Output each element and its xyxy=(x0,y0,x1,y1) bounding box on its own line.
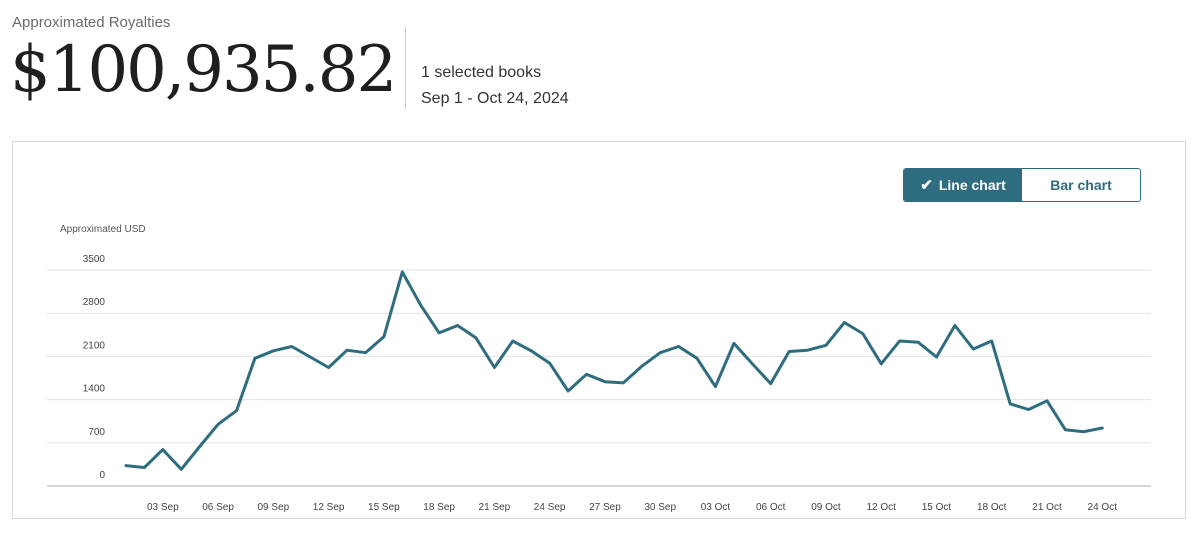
x-tick-label: 30 Sep xyxy=(644,502,676,513)
x-tick-label: 03 Sep xyxy=(147,502,179,513)
x-tick-label: 09 Oct xyxy=(811,502,841,513)
y-tick-label: 1400 xyxy=(83,384,106,395)
x-tick-label: 12 Sep xyxy=(313,502,345,513)
chart-type-toggle: ✔ Line chart Bar chart xyxy=(903,168,1141,202)
x-tick-label: 06 Oct xyxy=(756,502,786,513)
x-tick-label: 15 Sep xyxy=(368,502,400,513)
x-tick-label: 03 Oct xyxy=(701,502,731,513)
royalties-series-line xyxy=(124,270,1104,471)
y-tick-label: 2100 xyxy=(83,340,106,351)
x-tick-label: 24 Sep xyxy=(534,502,566,513)
royalties-line-chart: Approximated USD 0 700 1400 2100 2800 3500 03 S… xyxy=(47,224,1151,513)
check-icon: ✔ xyxy=(920,176,933,194)
x-tick-label: 18 Sep xyxy=(423,502,455,513)
x-tick-label: 15 Oct xyxy=(922,502,952,513)
x-tick-label: 27 Sep xyxy=(589,502,621,513)
royalties-total: $100,935.82 xyxy=(10,33,397,107)
x-tick-label: 12 Oct xyxy=(866,502,896,513)
selected-books-text: 1 selected books xyxy=(421,64,542,81)
x-tick-label: 21 Sep xyxy=(479,502,511,513)
line-chart-label: Line chart xyxy=(938,177,1006,193)
date-range-text: Sep 1 - Oct 24, 2024 xyxy=(421,90,569,107)
summary-divider xyxy=(405,26,406,110)
chart-card: Approximated USD 0 700 1400 2100 2800 3500 03 S… xyxy=(12,141,1186,519)
y-tick-label: 700 xyxy=(88,427,105,438)
x-tick-label: 24 Oct xyxy=(1088,502,1118,513)
y-axis-label: Approximated USD xyxy=(60,224,146,235)
y-tick-label: 3500 xyxy=(83,254,106,265)
x-tick-label: 18 Oct xyxy=(977,502,1007,513)
y-tick-label: 0 xyxy=(99,470,105,481)
x-tick-label: 09 Sep xyxy=(258,502,290,513)
bar-chart-button[interactable]: Bar chart xyxy=(1022,169,1140,201)
bar-chart-label: Bar chart xyxy=(1050,177,1112,193)
summary-label: Approximated Royalties xyxy=(12,14,171,31)
y-tick-label: 2800 xyxy=(83,297,106,308)
x-tick-label: 21 Oct xyxy=(1032,502,1062,513)
x-tick-label: 06 Sep xyxy=(202,502,234,513)
line-chart-button[interactable]: ✔ Line chart xyxy=(904,169,1022,201)
